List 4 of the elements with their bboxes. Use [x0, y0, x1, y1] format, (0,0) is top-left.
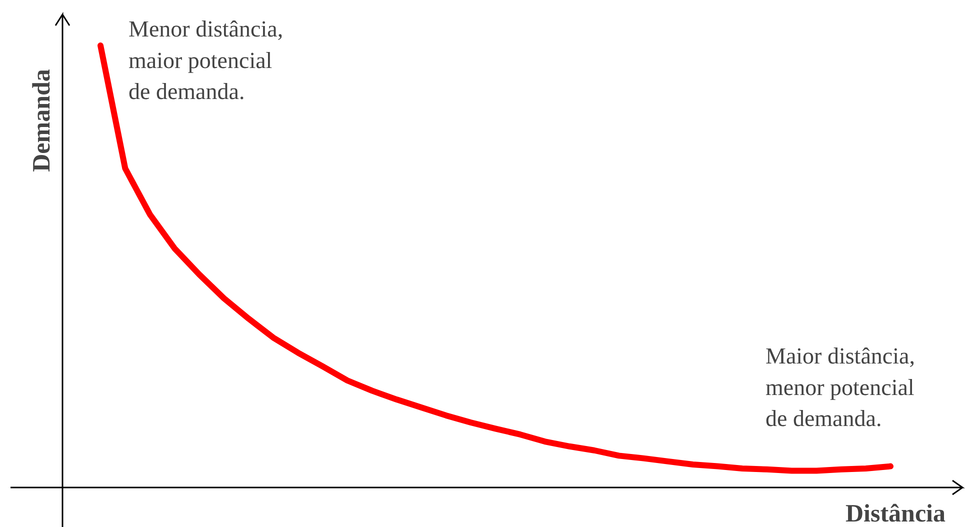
annotation: Menor distância, maior potencial de demanda.	[128, 16, 284, 104]
annotation: Maior distância, menor potencial de demanda.	[766, 344, 915, 431]
x-axis-title: Distância	[846, 500, 946, 527]
y-axis-title: Demanda	[28, 68, 56, 172]
